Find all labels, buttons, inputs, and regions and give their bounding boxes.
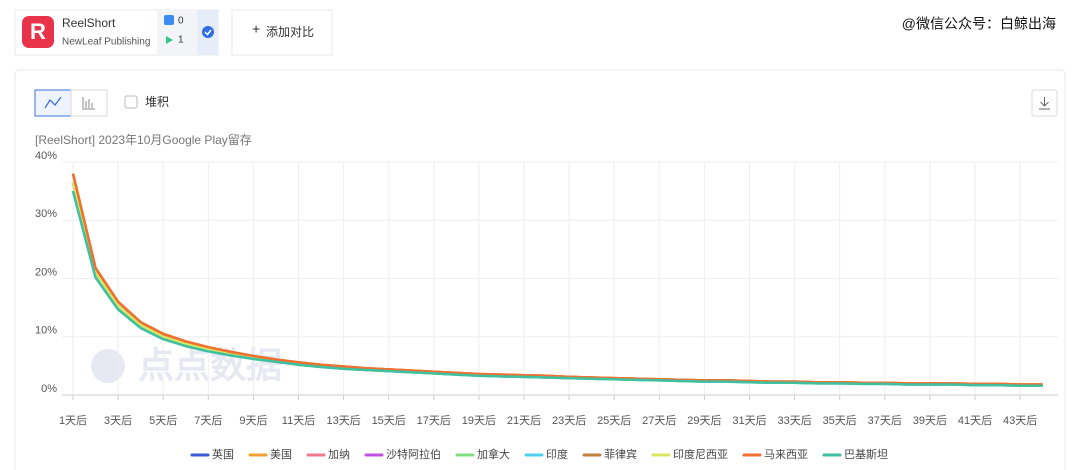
x-tick-label: 19天后 — [462, 414, 496, 427]
ios-icon — [164, 15, 174, 25]
ios-count: 0 — [178, 16, 184, 27]
x-tick-label: 37天后 — [868, 414, 902, 427]
legend-label: 加纳 — [328, 448, 350, 461]
x-tick-label: 7天后 — [194, 414, 222, 427]
y-tick-label: 30% — [35, 208, 57, 220]
x-tick-label: 35天后 — [823, 414, 857, 427]
check-icon — [202, 26, 214, 38]
logo-watermark-icon — [91, 349, 125, 383]
add-compare-label: 添加对比 — [266, 25, 314, 39]
chart-title: [ReelShort] 2023年10月Google Play留存 — [35, 133, 252, 147]
series-line — [71, 190, 1043, 387]
stack-label: 堆积 — [145, 95, 169, 109]
y-tick-label: 20% — [35, 266, 57, 278]
legend-label: 印度尼西亚 — [673, 447, 728, 461]
legend-label: 沙特阿拉伯 — [386, 447, 441, 461]
x-tick-label: 5天后 — [149, 414, 177, 427]
y-tick-label: 0% — [41, 383, 57, 395]
legend-label: 印度 — [546, 447, 568, 461]
bar-icon — [82, 97, 95, 110]
app-icon — [22, 16, 54, 48]
x-tick-label: 27天后 — [642, 414, 676, 427]
y-tick-label: 10% — [35, 325, 57, 337]
android-icon — [166, 36, 173, 44]
line-icon — [44, 96, 62, 109]
legend-label: 马来西亚 — [764, 448, 808, 461]
add-compare-button[interactable] — [231, 9, 333, 56]
x-tick-label: 1天后 — [59, 414, 87, 427]
x-tick-label: 13天后 — [326, 414, 360, 427]
y-tick-label: 40% — [35, 150, 57, 162]
legend-label: 菲律宾 — [604, 447, 637, 461]
x-tick-label: 29天后 — [687, 414, 721, 427]
x-tick-label: 33天后 — [777, 414, 811, 427]
app-name: ReelShort — [62, 16, 116, 30]
x-tick-label: 17天后 — [417, 414, 451, 427]
x-tick-label: 21天后 — [507, 414, 541, 427]
app-icon-letter: R — [30, 19, 46, 44]
download-icon — [1039, 97, 1050, 110]
x-tick-label: 43天后 — [1003, 414, 1037, 427]
legend-label: 英国 — [212, 447, 234, 461]
x-tick-label: 23天后 — [552, 414, 586, 427]
x-tick-label: 15天后 — [372, 414, 406, 427]
publisher: NewLeaf Publishing — [62, 37, 150, 48]
x-tick-label: 3天后 — [104, 414, 132, 427]
x-tick-label: 25天后 — [597, 414, 631, 427]
chart-card — [14, 69, 1066, 470]
stack-checkbox[interactable] — [124, 95, 138, 109]
legend-label: 加拿大 — [477, 447, 510, 461]
x-tick-label: 41天后 — [958, 414, 992, 427]
platform-box — [157, 10, 197, 55]
legend-label: 巴基斯坦 — [844, 447, 888, 461]
watermark: @微信公众号：白鲸出海 — [902, 16, 1056, 32]
x-tick-label: 39天后 — [913, 414, 947, 427]
legend-label: 美国 — [270, 448, 292, 461]
x-tick-label: 9天后 — [239, 414, 267, 427]
plus-icon: + — [252, 21, 260, 37]
check-mark — [204, 29, 212, 36]
android-count: 1 — [178, 35, 184, 46]
x-tick-label: 31天后 — [732, 414, 766, 427]
x-tick-label: 11天后 — [282, 414, 315, 427]
